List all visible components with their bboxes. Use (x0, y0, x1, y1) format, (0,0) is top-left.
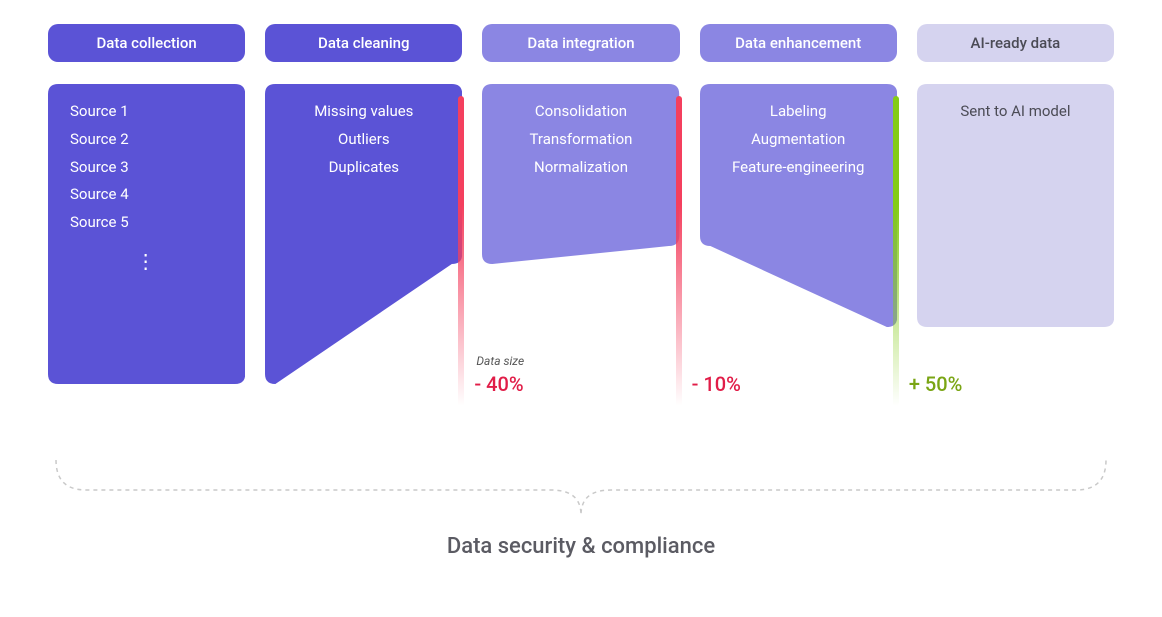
stage-card-enhancement: LabelingAugmentationFeature-engineering (700, 84, 897, 384)
stage-item: Duplicates (287, 154, 440, 182)
delta-integration: - 10% (692, 372, 741, 396)
stage-card-ready: Sent to AI model (917, 84, 1114, 384)
stage-item: Source 1 (70, 98, 223, 126)
stage-enhancement: Data enhancement LabelingAugmentationFeat… (700, 24, 897, 384)
stage-card-text-ready: Sent to AI model (917, 98, 1114, 126)
stage-integration: Data integration ConsolidationTransformat… (482, 24, 679, 384)
stage-item: Source 2 (70, 126, 223, 154)
change-bar-cleaning (458, 96, 464, 406)
stage-card-collection: Source 1Source 2Source 3Source 4Source 5… (48, 84, 245, 384)
stage-item: Outliers (287, 126, 440, 154)
security-bracket: Data security & compliance (48, 460, 1114, 559)
stage-card-cleaning: Missing valuesOutliersDuplicates (265, 84, 462, 384)
stage-item: Labeling (722, 98, 875, 126)
stage-card-text-collection: Source 1Source 2Source 3Source 4Source 5… (48, 98, 245, 280)
stage-pill-integration: Data integration (482, 24, 679, 62)
data-size-label: Data size (476, 354, 524, 368)
stage-item: Feature-engineering (722, 154, 875, 182)
stage-pill-collection: Data collection (48, 24, 245, 62)
stage-collection: Data collectionSource 1Source 2Source 3S… (48, 24, 245, 384)
stage-pill-ready: AI-ready data (917, 24, 1114, 62)
stage-item: Source 3 (70, 154, 223, 182)
stage-item: Normalization (504, 154, 657, 182)
stage-card-text-cleaning: Missing valuesOutliersDuplicates (265, 98, 462, 181)
stage-item: Augmentation (722, 126, 875, 154)
stage-item: Consolidation (504, 98, 657, 126)
pipeline-stages: Data collectionSource 1Source 2Source 3S… (48, 24, 1114, 384)
stage-pill-enhancement: Data enhancement (700, 24, 897, 62)
stage-item: Source 4 (70, 181, 223, 209)
delta-enhancement: + 50% (909, 372, 963, 396)
stage-cleaning: Data cleaning Missing valuesOutliersDupli… (265, 24, 462, 384)
stage-item: Sent to AI model (939, 98, 1092, 126)
change-bar-integration (676, 96, 682, 406)
stage-item: Source 5 (70, 209, 223, 237)
stage-card-text-enhancement: LabelingAugmentationFeature-engineering (700, 98, 897, 181)
security-compliance-label: Data security & compliance (48, 534, 1114, 559)
stage-card-text-integration: ConsolidationTransformationNormalization (482, 98, 679, 181)
ellipsis-icon: ⋮ (70, 243, 223, 280)
delta-cleaning: - 40% (474, 372, 523, 396)
stage-item: Transformation (504, 126, 657, 154)
stage-ready: AI-ready data Sent to AI model (917, 24, 1114, 384)
stage-pill-cleaning: Data cleaning (265, 24, 462, 62)
stage-item: Missing values (287, 98, 440, 126)
stage-card-integration: ConsolidationTransformationNormalization (482, 84, 679, 384)
change-bar-enhancement (893, 96, 899, 406)
